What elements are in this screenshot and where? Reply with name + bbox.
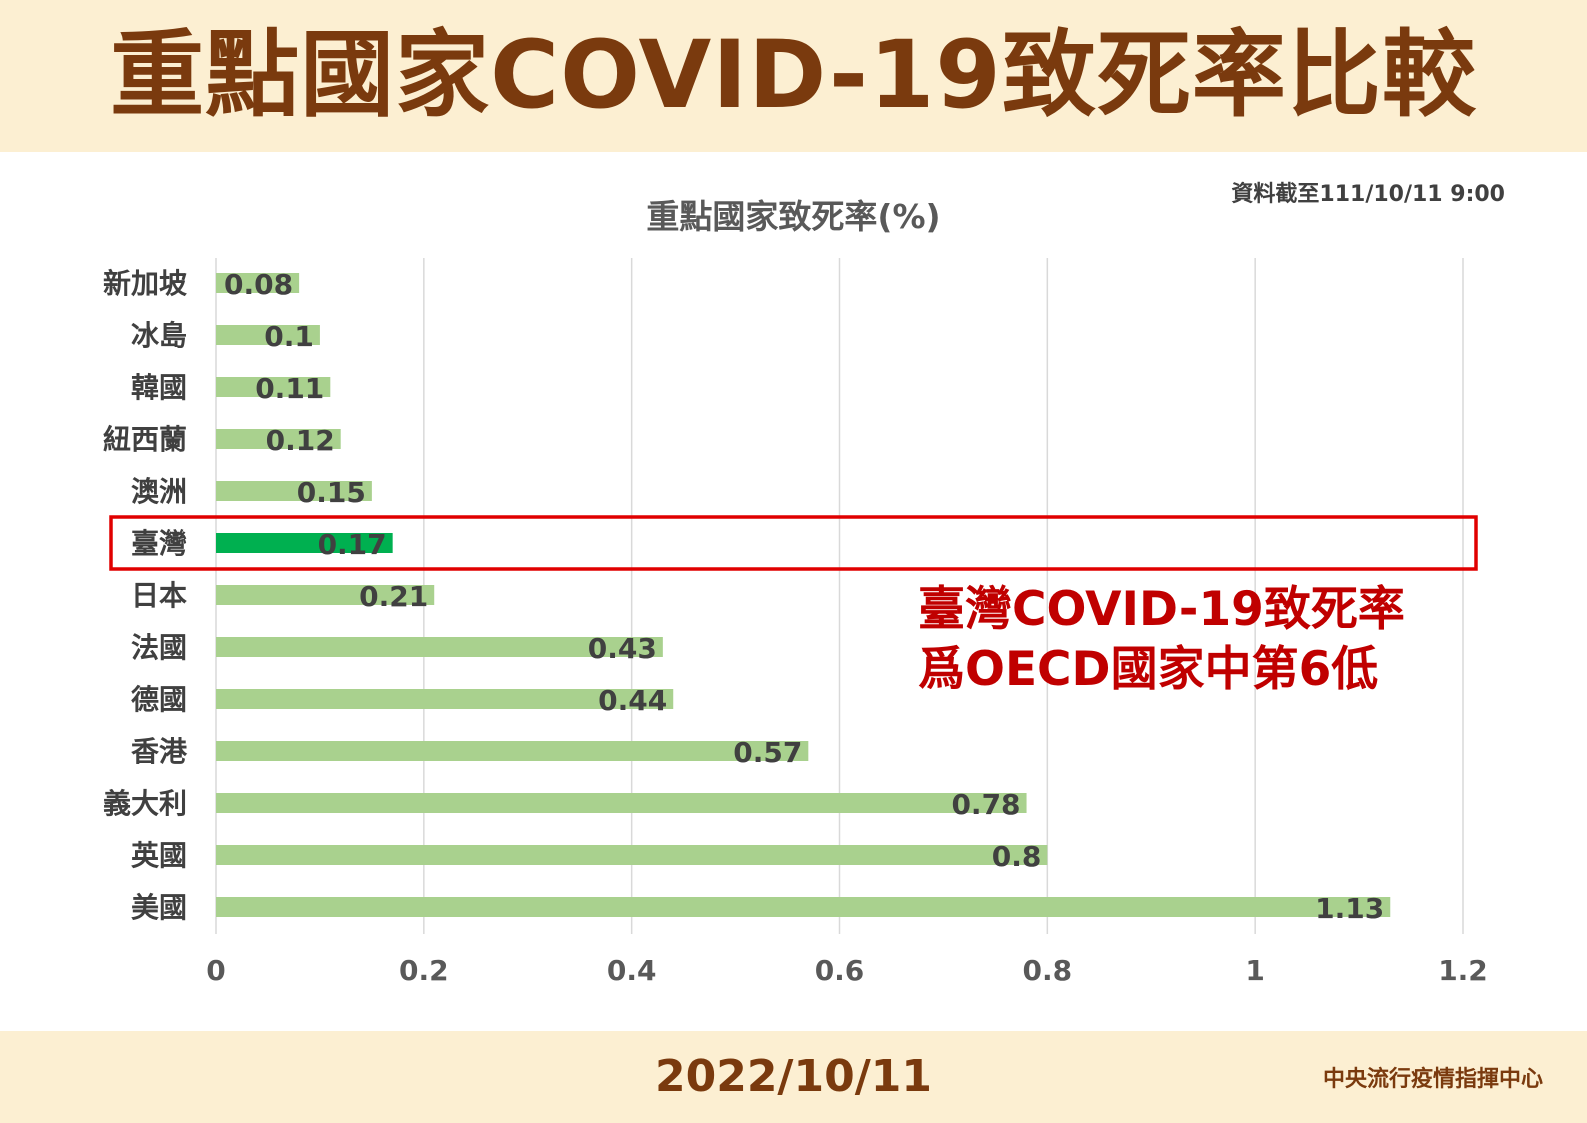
data-label: 0.57 [733, 736, 802, 769]
labels: 0 0.2 0.4 0.6 0.8 1 1.2 新加坡 0.08 冰島 0.1 韓國 0.11 紐西蘭 0.… [103, 267, 1488, 987]
category-label: 日本 [131, 579, 187, 612]
category-label: 澳洲 [131, 475, 187, 508]
category-label: 韓國 [131, 371, 187, 404]
callout-line-1: 臺灣COVID-19致死率 [918, 582, 1405, 637]
highlight-box [109, 515, 1478, 571]
bar-chart: 0 0.2 0.4 0.6 0.8 1 1.2 新加坡 0.08 冰島 0.1 韓國 0.11 紐西蘭 0.… [103, 258, 1488, 987]
bar [216, 533, 393, 553]
category-label: 香港 [131, 735, 188, 768]
x-tick-label: 1.2 [1438, 954, 1488, 987]
data-label: 0.15 [297, 476, 366, 509]
bar [216, 273, 300, 293]
data-label: 0.44 [598, 684, 667, 717]
header-banner [0, 0, 1587, 152]
footer-banner [0, 1031, 1587, 1123]
data-label: 0.12 [266, 424, 335, 457]
chart-title: 重點國家致死率(%) [646, 197, 941, 236]
bar [216, 325, 320, 345]
bar [216, 897, 1391, 917]
data-label: 0.43 [588, 632, 657, 665]
data-label: 0.1 [264, 320, 314, 353]
callout-line-2: 爲OECD國家中第6低 [918, 642, 1379, 697]
category-label: 義大利 [103, 787, 187, 820]
category-label: 美國 [131, 891, 187, 924]
bar [216, 481, 372, 501]
callout-note: 臺灣COVID-19致死率 爲OECD國家中第6低 [918, 580, 1405, 700]
data-label: 0.17 [318, 528, 387, 561]
category-label: 德國 [131, 683, 187, 716]
footer-date: 2022/10/11 [654, 1051, 933, 1102]
x-tick-label: 0 [206, 954, 225, 987]
category-label: 英國 [131, 839, 187, 872]
bars [216, 273, 1391, 917]
page-title: 重點國家COVID-19致死率比較 [110, 21, 1477, 130]
bar [216, 689, 674, 709]
category-label: 新加坡 [103, 267, 187, 300]
bar [216, 845, 1048, 865]
data-label: 0.08 [224, 268, 293, 301]
x-tick-label: 0.6 [815, 954, 865, 987]
bar [216, 429, 341, 449]
category-label: 臺灣 [131, 527, 187, 560]
bar [216, 793, 1027, 813]
data-label: 0.11 [255, 372, 324, 405]
x-tick-label: 0.8 [1023, 954, 1073, 987]
data-date-note: 資料截至111/10/11 9:00 [1231, 182, 1505, 207]
category-label: 冰島 [131, 319, 187, 352]
data-label: 0.8 [992, 840, 1042, 873]
bar [216, 741, 809, 761]
x-tick-label: 0.4 [607, 954, 657, 987]
bar [216, 585, 435, 605]
x-tick-label: 0.2 [399, 954, 449, 987]
category-label: 法國 [131, 631, 187, 664]
category-label: 紐西蘭 [103, 423, 187, 456]
x-tick-label: 1 [1245, 954, 1264, 987]
footer-org: 中央流行疫情指揮中心 [1322, 1067, 1543, 1092]
bar [216, 377, 331, 397]
data-label: 1.13 [1315, 892, 1384, 925]
bar [216, 637, 663, 657]
data-label: 0.21 [359, 580, 428, 613]
data-label: 0.78 [951, 788, 1020, 821]
